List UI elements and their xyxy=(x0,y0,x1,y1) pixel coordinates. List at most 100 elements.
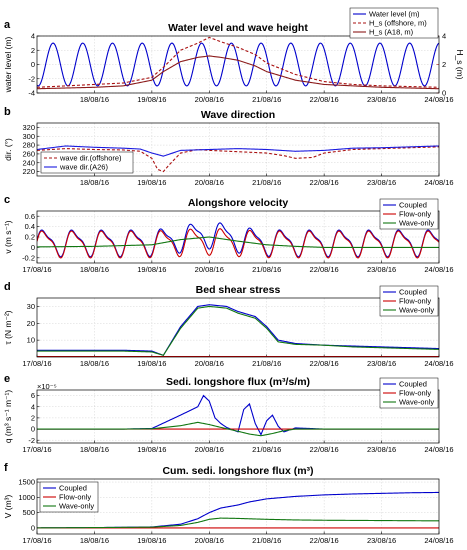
y-tick-label: 30 xyxy=(27,302,35,311)
series-line-h-s-a18-m- xyxy=(37,55,439,90)
y-tick-label: 0 xyxy=(31,523,35,532)
x-tick-label: 18/08/16 xyxy=(80,536,109,545)
panel-title: Bed shear stress xyxy=(196,284,281,296)
x-tick-label: 19/08/16 xyxy=(137,178,166,187)
y-tick-label: 0 xyxy=(31,60,35,69)
series-line-wave-only xyxy=(37,421,439,437)
y-tick-label: 2 xyxy=(31,46,35,55)
x-tick-label: 23/08/16 xyxy=(367,265,396,274)
x-tick-label: 19/08/16 xyxy=(137,359,166,368)
y-tick-label: 2 xyxy=(31,413,35,422)
plot-frame xyxy=(36,389,440,444)
y-tick-label: 220 xyxy=(22,167,35,176)
y-right-tick-label: 2 xyxy=(442,60,446,69)
panel-letter: a xyxy=(4,19,11,31)
panel-title: Water level and wave height xyxy=(168,22,308,34)
legend-label: Flow-only xyxy=(399,297,431,306)
legend-label: Wave-only xyxy=(399,219,434,228)
panel-letter: c xyxy=(4,194,10,206)
y-tick-label: 20 xyxy=(27,319,35,328)
legend-box xyxy=(379,198,439,230)
panel-b: b Wave direction 18/08/16 19/08/16 20/08/16 2… xyxy=(3,106,454,187)
y-axis-label: τ (N m⁻²) xyxy=(3,310,13,344)
panel-d: d Bed shear stress 17/08/16 18/08/16 19/08/1… xyxy=(3,281,454,368)
plot-frame xyxy=(36,478,440,535)
x-tick-label: 22/08/16 xyxy=(310,265,339,274)
x-tick-label: 23/08/16 xyxy=(367,95,396,104)
panel-title: Wave direction xyxy=(201,109,275,121)
x-tick-label: 20/08/16 xyxy=(195,445,224,454)
x-tick-label: 17/08/16 xyxy=(22,445,51,454)
x-tick-label: 23/08/16 xyxy=(367,178,396,187)
y-tick-label: 280 xyxy=(22,141,35,150)
x-tick-label: 22/08/16 xyxy=(310,178,339,187)
legend-label: Wave-only xyxy=(59,502,94,511)
plot-frame xyxy=(36,210,440,264)
exponent-label: ×10⁻⁵ xyxy=(37,382,57,391)
legend-label: Flow-only xyxy=(59,493,91,502)
legend-label: Coupled xyxy=(399,380,427,389)
y-axis-label: v (m s⁻¹) xyxy=(3,220,13,253)
series-line-wave-only xyxy=(37,236,439,248)
x-tick-label: 18/08/16 xyxy=(80,359,109,368)
y-axis-label: dir. (°) xyxy=(3,138,13,161)
y-tick-label: 1000 xyxy=(18,493,35,502)
y-tick-label: 4 xyxy=(31,402,35,411)
x-tick-label: 24/08/16 xyxy=(424,445,453,454)
series-line-flow-only xyxy=(37,228,439,259)
y-tick-label: -0.2 xyxy=(22,253,35,262)
x-tick-label: 21/08/16 xyxy=(252,95,281,104)
y-tick-label: 10 xyxy=(27,336,35,345)
y-tick-label: 260 xyxy=(22,150,35,159)
x-tick-label: 17/08/16 xyxy=(22,265,51,274)
y-tick-label: -4 xyxy=(28,89,35,98)
legend-label: H_s (offshore, m) xyxy=(369,19,427,28)
y-tick-label: 0.4 xyxy=(25,222,35,231)
x-tick-label: 18/08/16 xyxy=(80,445,109,454)
panel-c: c Alongshore velocity 17/08/16 18/08/16 19/0… xyxy=(3,194,454,274)
legend-box xyxy=(40,151,134,174)
x-tick-label: 21/08/16 xyxy=(252,178,281,187)
x-tick-label: 21/08/16 xyxy=(252,536,281,545)
x-tick-label: 18/08/16 xyxy=(80,178,109,187)
panel-f: f Cum. sedi. longshore flux (m³) 17/08/16 1… xyxy=(3,462,454,545)
x-tick-label: 23/08/16 xyxy=(367,536,396,545)
y-tick-label: 0 xyxy=(31,425,35,434)
x-tick-label: 22/08/16 xyxy=(310,445,339,454)
x-tick-label: 22/08/16 xyxy=(310,95,339,104)
x-tick-label: 19/08/16 xyxy=(137,445,166,454)
y-tick-label: 500 xyxy=(22,508,35,517)
y-tick-label: 320 xyxy=(22,123,35,132)
x-tick-label: 24/08/16 xyxy=(424,95,453,104)
y-tick-label: 4 xyxy=(31,32,35,41)
x-tick-label: 21/08/16 xyxy=(252,445,281,454)
y-axis-label: q (m³ s⁻¹ m⁻¹) xyxy=(3,390,13,444)
x-tick-label: 20/08/16 xyxy=(195,536,224,545)
panel-a: a Water level and wave height 18/08/16 19/0… xyxy=(3,7,465,104)
legend-label: H_s (A18, m) xyxy=(369,28,414,37)
y-tick-label: 0.6 xyxy=(25,212,35,221)
y-tick-label: 240 xyxy=(22,158,35,167)
legend-box xyxy=(39,481,99,513)
legend-label: wave dir.(offshore) xyxy=(59,154,122,163)
x-tick-label: 23/08/16 xyxy=(367,445,396,454)
legend-label: Water level (m) xyxy=(369,10,420,19)
x-tick-label: 20/08/16 xyxy=(195,178,224,187)
series-line-wave-dir-a26- xyxy=(37,145,439,157)
y-tick-label: 300 xyxy=(22,132,35,141)
x-tick-label: 22/08/16 xyxy=(310,536,339,545)
y-tick-label: 0 xyxy=(31,243,35,252)
panel-letter: e xyxy=(4,373,10,385)
x-tick-label: 18/08/16 xyxy=(80,95,109,104)
x-tick-label: 24/08/16 xyxy=(424,265,453,274)
x-tick-label: 24/08/16 xyxy=(424,536,453,545)
x-tick-label: 19/08/16 xyxy=(137,265,166,274)
legend-label: Wave-only xyxy=(399,306,434,315)
legend-label: Flow-only xyxy=(399,389,431,398)
x-tick-label: 21/08/16 xyxy=(252,265,281,274)
x-tick-label: 23/08/16 xyxy=(367,359,396,368)
